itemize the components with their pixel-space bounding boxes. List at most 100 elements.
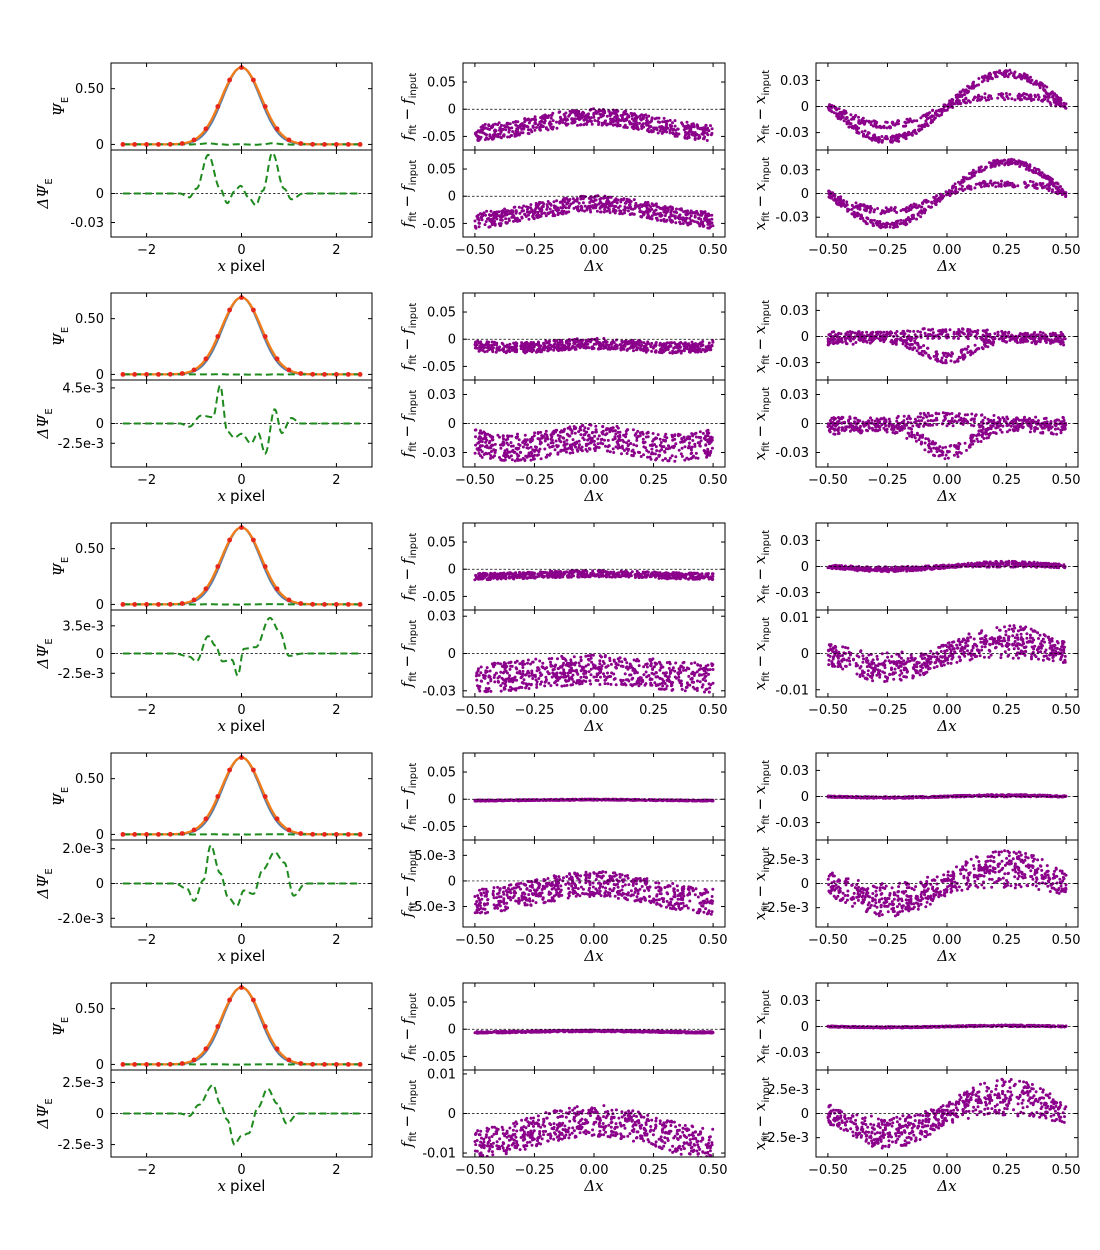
flux-residual-bottom-2-point (662, 439, 666, 443)
position-residual-top-1-point (1018, 98, 1022, 102)
flux-residual-bottom-2-point (473, 451, 477, 455)
flux-residual-bottom-1-point (697, 222, 701, 226)
flux-residual-bottom-2-point (577, 430, 581, 434)
flux-residual-bottom-2-point (479, 454, 482, 458)
flux-residual-top-1-point (538, 121, 542, 125)
flux-residual-top-1-point (596, 119, 600, 123)
flux-residual-top-2-point (651, 346, 655, 350)
flux-residual-top-2-point (653, 350, 657, 354)
flux-residual-top-2-point (695, 345, 699, 349)
flux-residual-bottom-2-point (680, 454, 684, 458)
position-residual-bottom-2-point (951, 424, 955, 428)
position-residual-bottom-1-point (912, 202, 916, 206)
position-residual-top-2-point (919, 333, 923, 337)
flux-residual-top-2-point (650, 349, 654, 353)
position-residual-bottom-1-point (915, 217, 918, 221)
flux-residual-bottom-2-point (501, 440, 505, 444)
flux-residual-bottom-2-point (613, 429, 617, 433)
flux-residual-bottom-2-point (489, 454, 493, 458)
flux-residual-top-1-point (508, 122, 512, 126)
position-residual-top-1-point (930, 114, 934, 118)
position-residual-top-2-point (854, 341, 858, 344)
position-residual-top-2-point (1037, 337, 1041, 341)
psf-sample-point (262, 334, 268, 339)
position-residual-bottom-1-point (869, 208, 873, 212)
flux-residual-bottom-1-point (533, 208, 537, 212)
flux-residual-top-1-point (623, 110, 627, 114)
flux-residual-top-1-point (628, 120, 632, 124)
flux-residual-top-1-point (548, 123, 552, 127)
psf-panel-ytick-label: 0 (96, 368, 104, 383)
flux-residual-top-2-point (529, 341, 533, 344)
flux-residual-bottom-1-point (485, 209, 489, 213)
position-residual-top-2-point (863, 339, 867, 343)
flux-residual-top-panel-ytick-label: 0 (448, 103, 456, 118)
position-residual-top-2-point (893, 341, 897, 345)
flux-residual-top-1-point (666, 119, 670, 123)
position-residual-bottom-1-point (898, 222, 902, 226)
flux-residual-bottom-1-point (549, 210, 553, 214)
flux-residual-top-1-point (623, 123, 627, 127)
flux-residual-bottom-1-point (571, 201, 575, 205)
flux-residual-top-1-point (646, 127, 650, 131)
flux-residual-top-ylabel: ffit−finput (398, 73, 419, 142)
flux-residual-top-2-point (688, 350, 692, 354)
flux-residual-top-1-point (625, 126, 629, 129)
flux-residual-bottom-1-point (706, 214, 710, 218)
flux-residual-bottom-1-point (659, 214, 663, 218)
position-residual-top-2-point (827, 343, 831, 347)
flux-residual-bottom-2-point (537, 453, 540, 457)
flux-residual-bottom-1-point (684, 212, 688, 216)
flux-residual-top-1-point (645, 119, 649, 123)
position-residual-top-1-point (868, 120, 871, 124)
psf-sample-point (262, 104, 268, 109)
flux-residual-top-1-point (647, 130, 651, 134)
position-residual-top-2-point (921, 353, 925, 357)
position-residual-top-1-point (983, 96, 987, 100)
flux-residual-bottom-1-point (520, 206, 524, 210)
position-residual-bottom-1-point (855, 214, 859, 218)
flux-residual-bottom-2-point (611, 429, 615, 433)
flux-residual-xlabel: Δx (583, 487, 604, 505)
flux-residual-top-1-point (504, 128, 508, 132)
flux-residual-bottom-2-point (509, 454, 513, 458)
flux-residual-bottom-2-point (484, 451, 488, 455)
flux-residual-bottom-1-point (637, 204, 641, 208)
position-residual-top-1-point (1030, 78, 1034, 82)
position-residual-top-1-point (915, 119, 919, 123)
position-residual-bottom-1-point (973, 172, 976, 175)
flux-residual-top-1-point (514, 123, 518, 127)
flux-residual-top-ylabel-main2: f (398, 326, 416, 335)
position-residual-top-2-point (932, 354, 936, 358)
position-residual-top-1-point (926, 113, 930, 117)
flux-residual-bottom-2-point (601, 442, 605, 446)
flux-residual-bottom-1-point (649, 205, 653, 209)
position-residual-top-2-point (973, 343, 977, 347)
flux-residual-bottom-1-point (511, 209, 515, 213)
flux-residual-top-1-point (652, 126, 656, 130)
flux-residual-bottom-2-point (523, 433, 527, 437)
flux-residual-top-1-point (578, 123, 582, 127)
flux-residual-bottom-2-point (553, 448, 557, 452)
flux-residual-bottom-1-point (608, 202, 612, 206)
flux-residual-bottom-1-point (641, 210, 645, 214)
flux-residual-top-2-point (532, 341, 535, 344)
flux-residual-top-1-point (590, 122, 594, 126)
flux-residual-bottom-2-point (565, 450, 568, 454)
flux-residual-bottom-1-point (488, 225, 492, 229)
flux-residual-bottom-2-point (552, 432, 555, 436)
flux-residual-top-1-point (655, 126, 659, 130)
flux-residual-top-1-point (709, 133, 713, 137)
flux-residual-bottom-2-point (614, 432, 618, 436)
position-residual-top-2-point (1033, 331, 1037, 334)
flux-residual-bottom-1-point (677, 214, 681, 218)
position-residual-top-2-point (1063, 337, 1067, 341)
flux-residual-bottom-2-point (680, 437, 684, 441)
flux-residual-top-2-point (576, 343, 580, 347)
flux-residual-top-1-point (577, 117, 581, 121)
flux-residual-bottom-1-point (499, 218, 502, 222)
position-residual-top-1-point (935, 113, 939, 117)
flux-residual-bottom-1-point (708, 225, 712, 228)
flux-residual-top-2-point (541, 346, 545, 349)
